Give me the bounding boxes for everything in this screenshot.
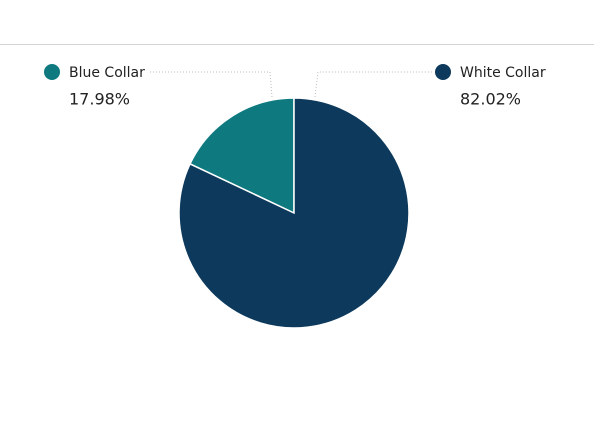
leader-line bbox=[150, 71, 273, 98]
pie-slice bbox=[189, 97, 295, 215]
legend-marker bbox=[435, 64, 451, 80]
data-label: 17.98% bbox=[69, 90, 130, 109]
legend-label: White Collar bbox=[460, 65, 546, 81]
leader-line bbox=[314, 71, 432, 98]
legend-label: Blue Collar bbox=[69, 65, 145, 81]
legend-marker bbox=[44, 64, 60, 80]
pie-slice bbox=[178, 97, 410, 329]
data-label: 82.02% bbox=[460, 90, 521, 109]
